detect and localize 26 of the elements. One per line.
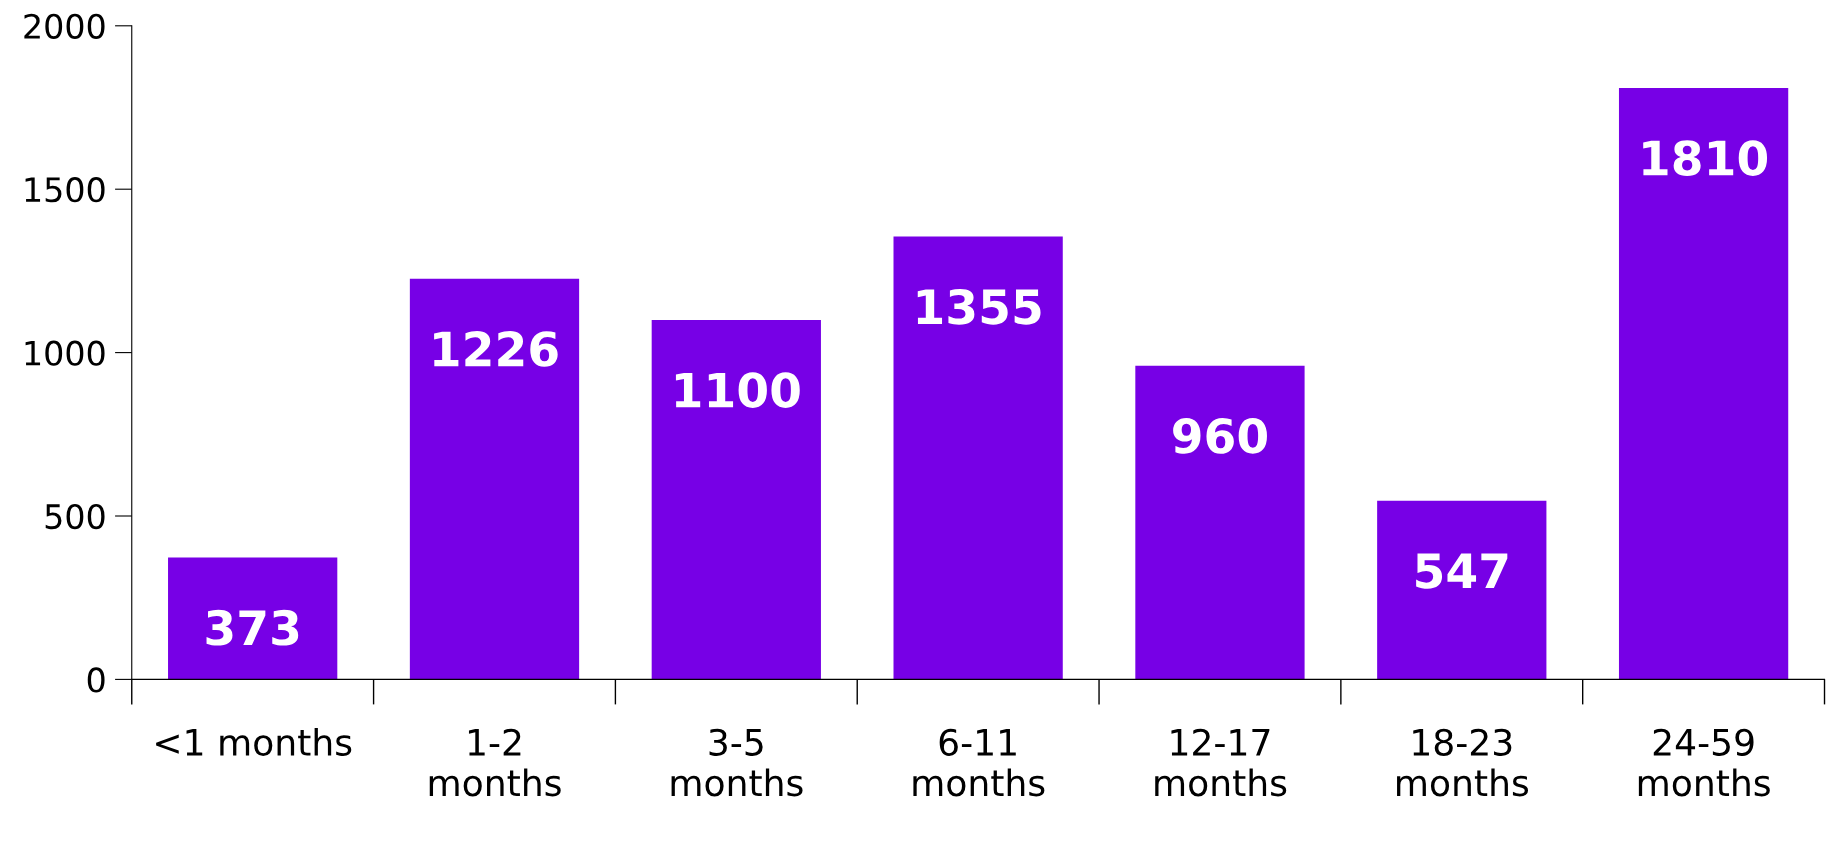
x-tick-label: 18-23 months	[1397, 728, 1529, 797]
y-tick-label: 2000	[24, 13, 105, 39]
data-label: 1810	[1643, 140, 1768, 176]
data-label: 1355	[917, 288, 1041, 325]
x-tick-label: <1 months	[156, 728, 352, 756]
bar	[168, 557, 338, 680]
y-tick-label: 0	[87, 667, 105, 693]
data-label: 373	[206, 609, 299, 646]
bar	[1135, 365, 1305, 680]
bar	[893, 236, 1063, 680]
data-label: 547	[1416, 553, 1508, 589]
data-label: 1226	[434, 331, 558, 367]
y-tick-label: 500	[45, 503, 105, 530]
bar	[1377, 500, 1547, 680]
y-tick-label: 1000	[25, 340, 105, 366]
x-tick-label: 12-17 months	[1155, 728, 1287, 797]
bar	[651, 319, 821, 680]
y-tick-label: 1500	[25, 177, 105, 203]
x-tick-label: 3-5 months	[671, 728, 803, 797]
bar	[1618, 87, 1789, 680]
x-tick-label: 24-59 months	[1638, 728, 1770, 797]
x-tick-label: 6-11 months	[913, 728, 1045, 797]
data-label: 1100	[675, 372, 800, 408]
data-label: 960	[1173, 418, 1267, 454]
bar	[409, 278, 580, 680]
x-tick-label: 1-2 months	[429, 728, 561, 797]
